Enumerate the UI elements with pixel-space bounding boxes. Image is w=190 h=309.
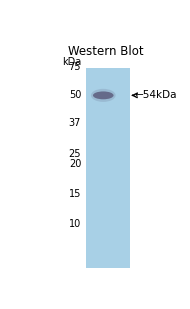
Text: ←54kDa: ←54kDa: [135, 90, 177, 100]
Ellipse shape: [93, 91, 114, 99]
Text: 20: 20: [69, 159, 81, 169]
Text: 15: 15: [69, 189, 81, 199]
Text: Western Blot: Western Blot: [68, 45, 144, 58]
Bar: [86, 68, 130, 268]
Ellipse shape: [91, 89, 116, 102]
Text: 10: 10: [69, 219, 81, 229]
Text: kDa: kDa: [62, 57, 81, 67]
Text: 75: 75: [69, 62, 81, 72]
Text: 50: 50: [69, 90, 81, 100]
Text: 25: 25: [69, 149, 81, 159]
Text: 37: 37: [69, 118, 81, 128]
